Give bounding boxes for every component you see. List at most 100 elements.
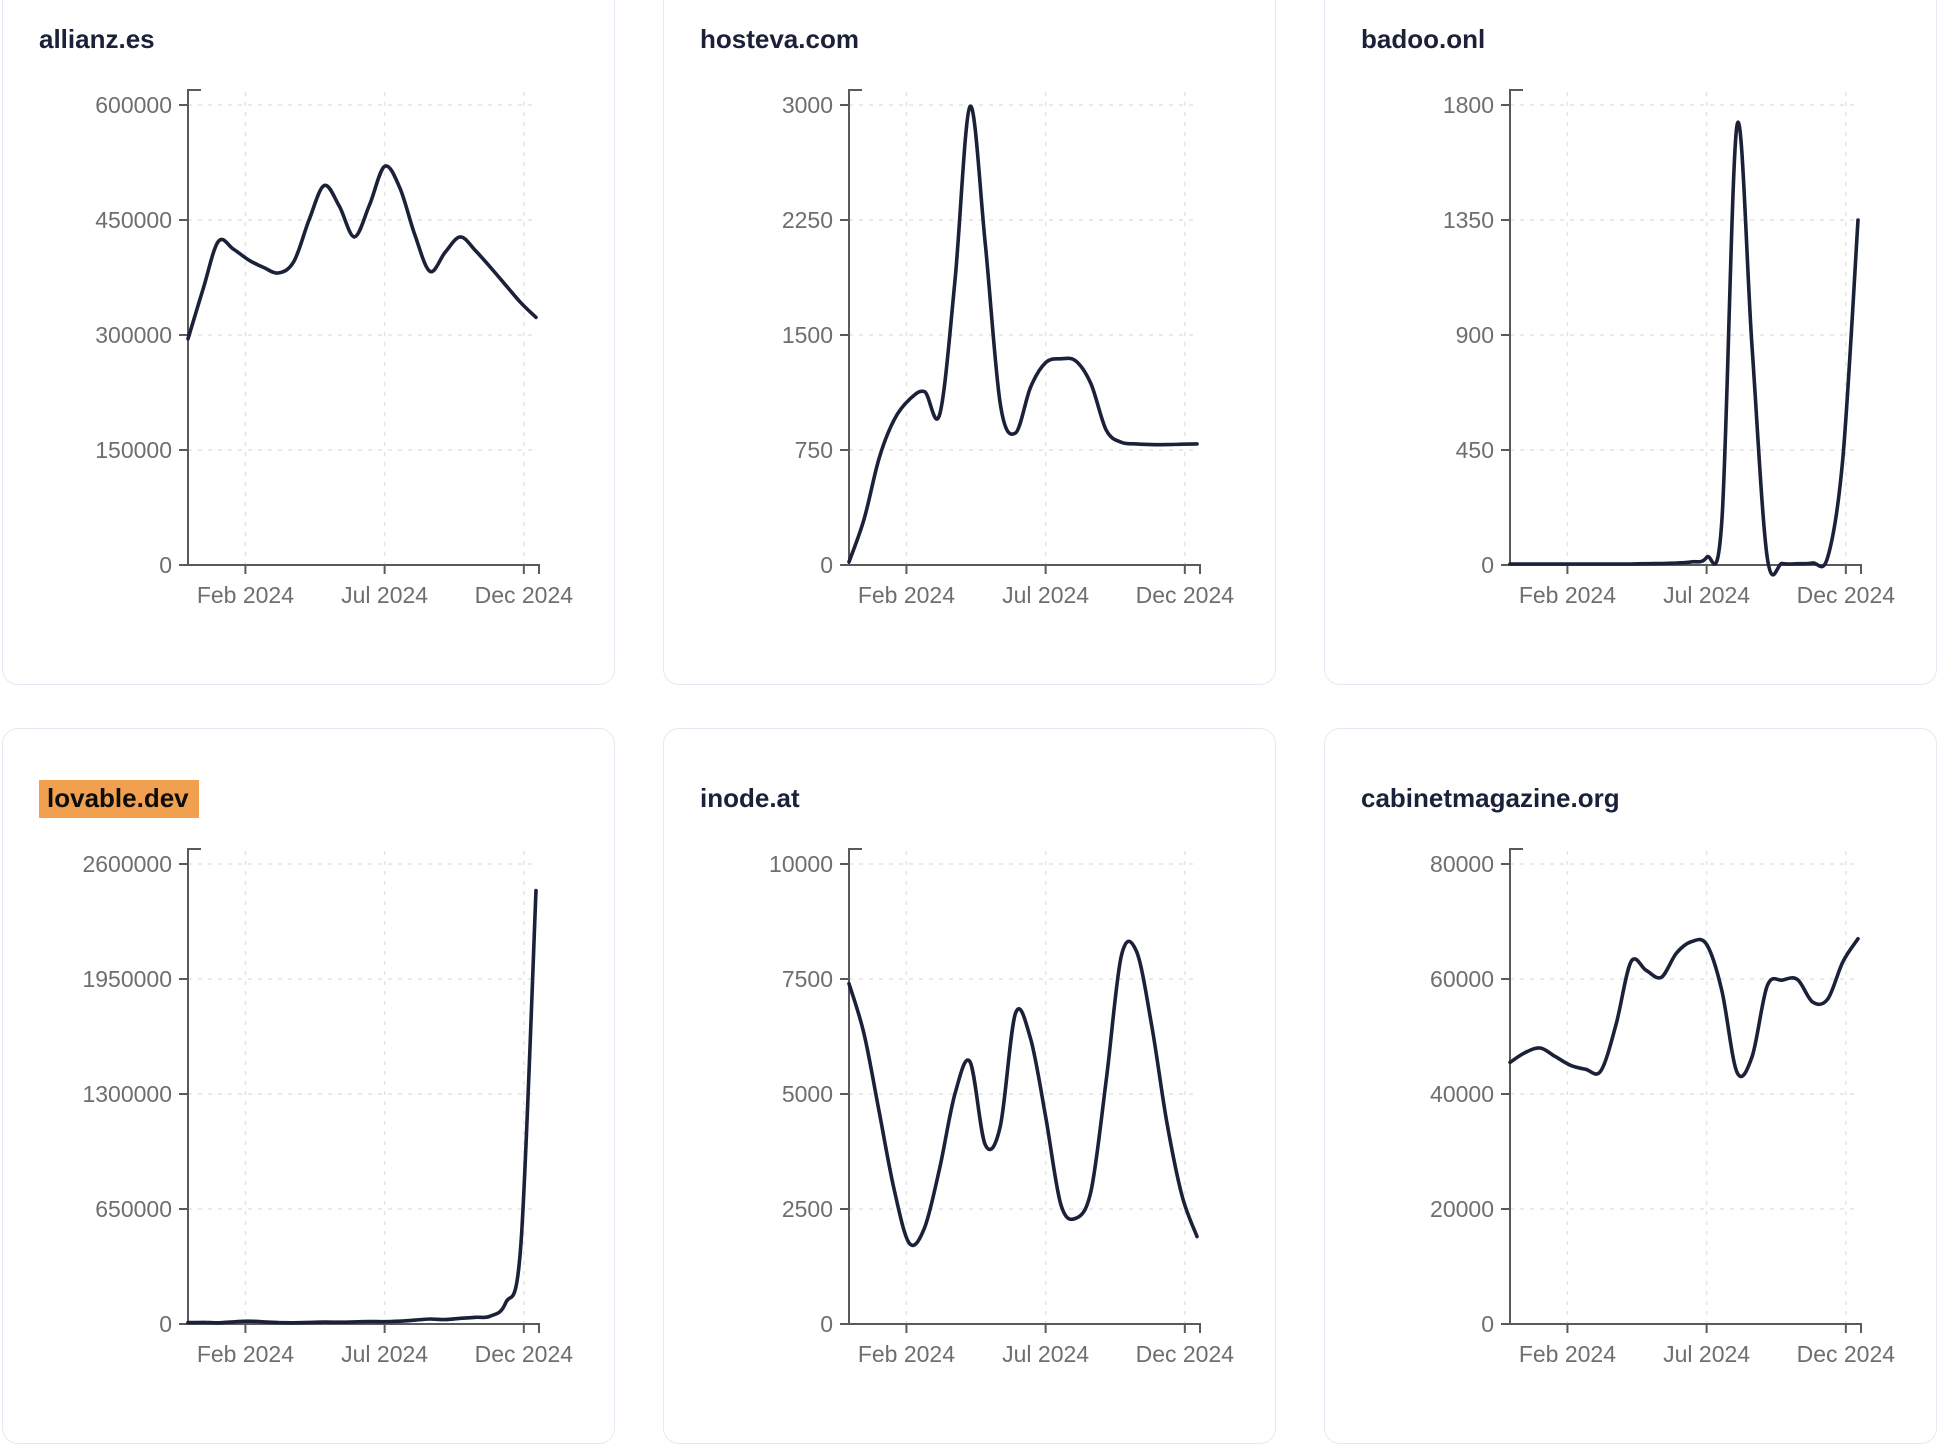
gridlines	[1510, 92, 1858, 565]
y-tick-label: 1800	[1443, 92, 1494, 118]
series-line	[186, 164, 538, 341]
y-tick-labels: 0 2500 5000 7500 10000	[769, 851, 833, 1337]
line-chart: 0 450 900 1350 1800 Feb 2024 Jul 2024 Dec 2024	[1443, 89, 1895, 608]
line-chart: 0 150000 300000 450000 600000 Feb 2024 Jul 202…	[95, 89, 573, 608]
y-tick-labels: 0 150000 300000 450000 600000	[95, 92, 172, 578]
line-chart: 0 650000 1300000 1950000 2600000 Feb 2024 Jul …	[82, 848, 573, 1367]
x-tick-label: Feb 2024	[1519, 1341, 1616, 1367]
x-tick-label: Dec 2024	[475, 1341, 574, 1367]
y-tick-label: 20000	[1430, 1196, 1494, 1222]
x-tick-labels: Feb 2024 Jul 2024 Dec 2024	[1519, 1341, 1895, 1367]
card-title: badoo.onl	[1361, 24, 1486, 54]
domain-card[interactable]: lovable.dev 0 650000 1300000 1950000 2600000 F…	[2, 728, 615, 1444]
x-tick-labels: Feb 2024 Jul 2024 Dec 2024	[858, 1341, 1234, 1367]
series-line	[1508, 120, 1860, 577]
y-tick-label: 900	[1456, 322, 1494, 348]
x-tick-label: Feb 2024	[1519, 582, 1616, 608]
card-title: hosteva.com	[700, 24, 859, 54]
gridlines	[849, 851, 1197, 1324]
x-tick-label: Feb 2024	[858, 1341, 955, 1367]
y-tick-label: 650000	[95, 1196, 172, 1222]
x-tick-label: Dec 2024	[475, 582, 574, 608]
y-tick-label: 40000	[1430, 1081, 1494, 1107]
axes	[179, 89, 540, 574]
card-title-row: lovable.dev	[39, 780, 614, 818]
y-tick-label: 750	[795, 437, 833, 463]
y-tick-label: 450000	[95, 207, 172, 233]
gridlines	[188, 92, 536, 565]
card-title: cabinetmagazine.org	[1361, 783, 1620, 813]
y-tick-label: 2500	[782, 1196, 833, 1222]
x-tick-labels: Feb 2024 Jul 2024 Dec 2024	[197, 1341, 573, 1367]
series-line	[847, 939, 1199, 1248]
series-line	[186, 888, 538, 1325]
axes	[179, 848, 540, 1333]
y-tick-label: 5000	[782, 1081, 833, 1107]
y-tick-labels: 0 450 900 1350 1800	[1443, 92, 1494, 578]
y-tick-label: 7500	[782, 966, 833, 992]
domain-card[interactable]: inode.at 0 2500 5000 7500 10000 Feb 2024 Jul 20…	[663, 728, 1276, 1444]
y-tick-label: 300000	[95, 322, 172, 348]
series-line	[1508, 937, 1860, 1079]
y-tick-label: 600000	[95, 92, 172, 118]
domain-card[interactable]: cabinetmagazine.org 0 20000 40000 60000 80000…	[1324, 728, 1937, 1444]
card-title-row: allianz.es	[39, 22, 614, 56]
x-tick-label: Dec 2024	[1136, 1341, 1235, 1367]
x-tick-labels: Feb 2024 Jul 2024 Dec 2024	[858, 582, 1234, 608]
y-tick-label: 1950000	[82, 966, 172, 992]
axes	[1501, 848, 1862, 1333]
x-tick-label: Jul 2024	[1002, 582, 1089, 608]
x-tick-label: Feb 2024	[197, 582, 294, 608]
y-tick-label: 0	[159, 552, 172, 578]
x-tick-label: Jul 2024	[1663, 1341, 1750, 1367]
card-title-row: inode.at	[700, 781, 1275, 815]
domain-card[interactable]: allianz.es 0 150000 300000 450000 600000 Feb 2…	[2, 0, 615, 685]
y-tick-label: 0	[1481, 1311, 1494, 1337]
card-title-highlighted: lovable.dev	[39, 780, 199, 818]
card-title-row: hosteva.com	[700, 22, 1275, 56]
x-tick-label: Feb 2024	[858, 582, 955, 608]
y-tick-label: 3000	[782, 92, 833, 118]
line-chart: 0 20000 40000 60000 80000 Feb 2024 Jul 2024 Dec…	[1430, 848, 1895, 1367]
y-tick-label: 80000	[1430, 851, 1494, 877]
x-tick-labels: Feb 2024 Jul 2024 Dec 2024	[197, 582, 573, 608]
y-tick-labels: 0 650000 1300000 1950000 2600000	[82, 851, 172, 1337]
x-tick-label: Jul 2024	[1002, 1341, 1089, 1367]
axes	[1501, 89, 1862, 574]
x-tick-label: Dec 2024	[1797, 1341, 1896, 1367]
x-tick-label: Jul 2024	[341, 582, 428, 608]
y-tick-label: 10000	[769, 851, 833, 877]
y-tick-label: 150000	[95, 437, 172, 463]
y-tick-labels: 0 750 1500 2250 3000	[782, 92, 833, 578]
x-tick-label: Feb 2024	[197, 1341, 294, 1367]
card-title: inode.at	[700, 783, 800, 813]
card-title: allianz.es	[39, 24, 155, 54]
x-tick-label: Jul 2024	[1663, 582, 1750, 608]
y-tick-labels: 0 20000 40000 60000 80000	[1430, 851, 1494, 1337]
axes	[840, 89, 1201, 574]
y-tick-label: 1300000	[82, 1081, 172, 1107]
y-tick-label: 2600000	[82, 851, 172, 877]
y-tick-label: 2250	[782, 207, 833, 233]
y-tick-label: 450	[1456, 437, 1494, 463]
card-title-row: cabinetmagazine.org	[1361, 781, 1936, 815]
y-tick-label: 60000	[1430, 966, 1494, 992]
y-tick-label: 1500	[782, 322, 833, 348]
gridlines	[1510, 851, 1858, 1324]
y-tick-label: 0	[159, 1311, 172, 1337]
y-tick-label: 1350	[1443, 207, 1494, 233]
x-tick-label: Dec 2024	[1797, 582, 1896, 608]
y-tick-label: 0	[1481, 552, 1494, 578]
x-tick-labels: Feb 2024 Jul 2024 Dec 2024	[1519, 582, 1895, 608]
x-tick-label: Jul 2024	[341, 1341, 428, 1367]
gridlines	[188, 851, 536, 1324]
line-chart: 0 2500 5000 7500 10000 Feb 2024 Jul 2024 Dec 20…	[769, 848, 1234, 1367]
series-line	[847, 104, 1199, 564]
card-title-row: badoo.onl	[1361, 22, 1936, 56]
domain-card[interactable]: badoo.onl 0 450 900 1350 1800 Feb 2024 Jul 2024…	[1324, 0, 1937, 685]
domain-card[interactable]: hosteva.com 0 750 1500 2250 3000 Feb 2024 Jul 2…	[663, 0, 1276, 685]
line-chart: 0 750 1500 2250 3000 Feb 2024 Jul 2024 Dec 2024	[782, 89, 1234, 608]
y-tick-label: 0	[820, 552, 833, 578]
y-tick-label: 0	[820, 1311, 833, 1337]
